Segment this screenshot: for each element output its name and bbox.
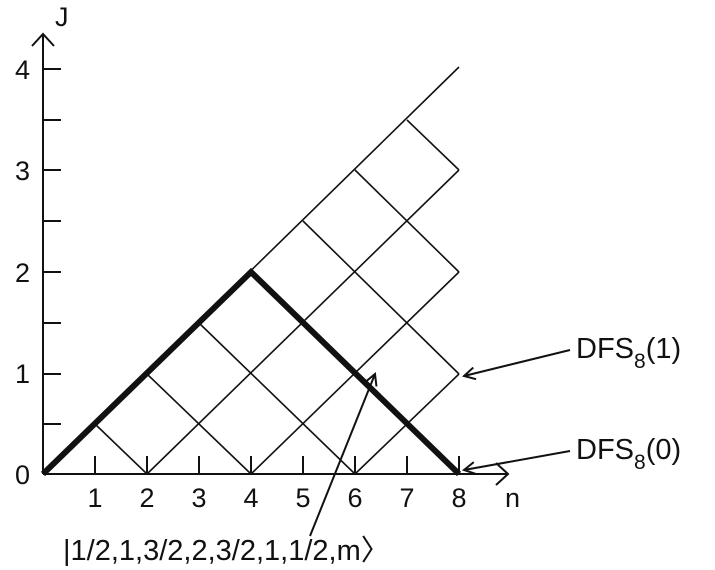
- x-tick-label: 4: [243, 483, 258, 513]
- y-tick-label: 2: [15, 258, 30, 288]
- y-ticks: [43, 68, 61, 425]
- x-tick-label: 7: [399, 483, 414, 513]
- x-tick-label: 5: [295, 483, 310, 513]
- dfs1-label: DFS8(1): [576, 333, 681, 373]
- y-tick-label: 0: [15, 460, 30, 490]
- x-tick-label: 2: [139, 483, 154, 513]
- y-tick-label: 1: [15, 359, 30, 389]
- highlighted-path: [40, 267, 462, 477]
- x-axis-label: n: [505, 483, 520, 513]
- state-ket-label: |1/2,1,3/2,2,3/2,1,1/2,m〉: [63, 535, 390, 567]
- y-tick-label: 3: [15, 156, 30, 186]
- x-tick-label: 6: [347, 483, 362, 513]
- dfs0-label: DFS8(0): [576, 434, 681, 474]
- x-axis-arrow: [495, 462, 510, 486]
- y-axis-arrow: [31, 32, 55, 47]
- x-ticks: [94, 456, 460, 474]
- x-tick-label: 1: [87, 483, 102, 513]
- state-pointer-arrow: [309, 374, 375, 537]
- dfs0-pointer-arrow: [464, 450, 571, 470]
- x-tick-label: 3: [191, 483, 206, 513]
- y-axis-label: J: [55, 2, 69, 32]
- dfs1-pointer-arrow: [464, 349, 571, 376]
- x-tick-label: 8: [451, 483, 466, 513]
- y-tick-label: 4: [15, 55, 30, 85]
